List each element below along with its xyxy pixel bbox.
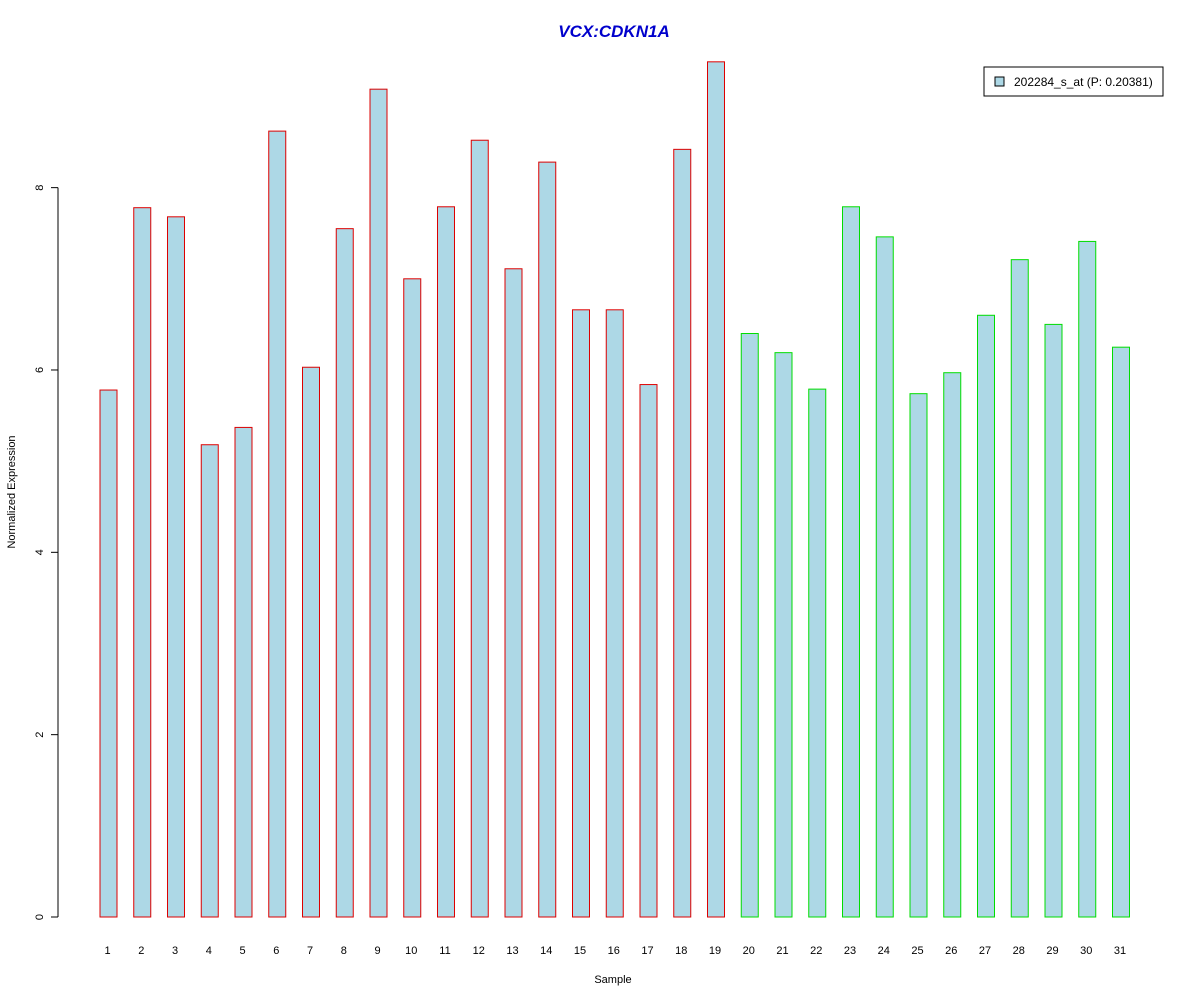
bar-sample-26 [943, 372, 962, 918]
bar-sample-24 [875, 236, 894, 918]
bar-sample-20 [740, 333, 759, 918]
bar-sample-3 [167, 216, 185, 918]
x-tick-label: 21 [776, 945, 788, 957]
bar-sample-23 [842, 206, 860, 918]
bar-sample-1 [99, 389, 118, 918]
y-tick-label: 0 [34, 914, 46, 920]
x-axis-label: Sample [594, 974, 631, 986]
bar-sample-12 [470, 139, 489, 918]
bar-sample-27 [977, 314, 995, 918]
bar-sample-2 [133, 207, 152, 918]
x-tick-label: 2 [138, 945, 144, 957]
x-tick-label: 14 [540, 945, 552, 957]
y-tick-label: 2 [34, 732, 46, 738]
bar-sample-7 [302, 366, 320, 918]
legend-box [983, 66, 1164, 97]
bar-sample-14 [538, 161, 557, 918]
x-tick-label: 18 [675, 945, 687, 957]
bar-sample-8 [335, 228, 354, 918]
x-tick-label: 27 [979, 945, 991, 957]
bar-sample-28 [1010, 259, 1029, 918]
bar-sample-18 [673, 148, 692, 918]
y-tick-label: 8 [34, 185, 46, 191]
bar-sample-6 [268, 130, 287, 918]
x-tick-label: 22 [810, 945, 822, 957]
bar-sample-22 [808, 388, 827, 918]
x-tick-label: 8 [341, 945, 347, 957]
x-tick-label: 20 [743, 945, 755, 957]
x-tick-label: 13 [506, 945, 518, 957]
bar-sample-5 [234, 426, 253, 918]
bar-sample-11 [437, 206, 455, 918]
bar-sample-21 [774, 352, 793, 918]
x-tick-label: 17 [641, 945, 653, 957]
bar-sample-10 [403, 278, 422, 918]
bar-sample-30 [1078, 240, 1097, 918]
bar-sample-31 [1112, 346, 1130, 918]
bar-sample-29 [1044, 323, 1063, 918]
legend: 202284_s_at (P: 0.20381) [983, 66, 1164, 97]
x-tick-label: 1 [104, 945, 110, 957]
x-tick-label: 6 [273, 945, 279, 957]
x-tick-label: 5 [239, 945, 245, 957]
x-tick-label: 23 [844, 945, 856, 957]
x-tick-label: 12 [473, 945, 485, 957]
x-tick-label: 28 [1013, 945, 1025, 957]
x-tick-label: 31 [1114, 945, 1126, 957]
x-tick-label: 26 [945, 945, 957, 957]
y-axis-label: Normalized Expression [6, 435, 18, 548]
bar-sample-19 [707, 61, 725, 918]
legend-swatch [994, 76, 1005, 87]
x-tick-label: 24 [878, 945, 890, 957]
y-tick-label: 6 [34, 367, 46, 373]
bar-sample-17 [639, 384, 658, 918]
bar-sample-16 [605, 309, 624, 918]
bar-sample-4 [200, 444, 219, 918]
bar-sample-13 [504, 268, 523, 918]
x-tick-label: 30 [1080, 945, 1092, 957]
x-tick-label: 19 [709, 945, 721, 957]
chart-title: VCX:CDKN1A [558, 22, 669, 41]
x-tick-labels: 1 2 3 4 5 6 7 8 9 10 11 12 13 14 15 16 17 18 19 20 21 22 23 24 2… [104, 945, 1126, 957]
bar-sample-15 [572, 309, 590, 918]
x-tick-label: 10 [405, 945, 417, 957]
bar-sample-25 [909, 393, 928, 918]
x-tick-label: 7 [307, 945, 313, 957]
x-tick-label: 25 [911, 945, 923, 957]
x-tick-label: 9 [374, 945, 380, 957]
x-tick-label: 29 [1046, 945, 1058, 957]
y-tick-label: 4 [34, 549, 46, 555]
bar-sample-9 [369, 88, 388, 918]
y-axis: 0 2 4 6 8 [34, 185, 59, 920]
legend-entry: 202284_s_at (P: 0.20381) [1014, 75, 1153, 89]
x-tick-label: 11 [439, 945, 450, 957]
x-tick-label: 3 [172, 945, 178, 957]
x-tick-label: 16 [608, 945, 620, 957]
x-tick-label: 15 [574, 945, 586, 957]
bars-group [99, 61, 1130, 918]
x-tick-label: 4 [206, 945, 212, 957]
